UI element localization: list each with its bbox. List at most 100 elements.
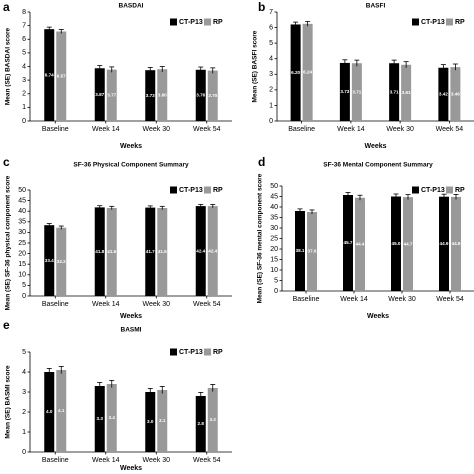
bar-ct-p13 [44,372,55,452]
y-tick-label: 45 [270,193,278,200]
bar-rp [351,63,362,121]
data-label: 41.5 [158,249,167,254]
data-label: 4.1 [58,408,65,413]
x-tick-label: Week 14 [92,126,120,133]
bar-ct-p13 [295,210,305,291]
legend-swatch [204,348,211,356]
x-tick-label: Week 30 [143,301,171,308]
x-tick-label: Week 14 [92,301,120,308]
y-tick-label: 4 [22,369,26,376]
data-label: 6.74 [45,72,54,77]
legend-swatch [412,18,419,26]
y-tick-label: 4 [22,63,26,70]
legend-label: RP [455,19,465,26]
y-tick-label: 3 [22,77,26,84]
y-tick-label: 5 [22,282,26,289]
x-tick-label: Week 54 [193,301,221,308]
bar-rp [56,227,67,296]
data-label: 6.57 [57,73,66,78]
data-label: 3.3 [97,416,104,421]
y-tick-label: 20 [270,246,278,253]
bar-ct-p13 [94,68,105,121]
bar-rp [106,208,117,296]
y-tick-label: 1 [22,104,26,111]
legend-label: RP [213,19,223,26]
bar-rp [207,206,218,296]
x-tick-label: Week 30 [388,296,416,303]
chart-title: SF-36 Mental Component Summary [323,162,433,169]
x-axis-label: Weeks [120,465,142,472]
x-tick-label: Week 14 [340,296,368,303]
data-label: 33.4 [45,258,54,263]
data-label: 3.77 [107,93,116,98]
bar-ct-p13 [195,396,206,452]
data-label: 3.46 [451,91,460,96]
bar-ct-p13 [339,62,350,121]
bar-rp [403,197,413,291]
bar-rp [157,69,168,121]
y-tick-label: 20 [18,250,26,257]
data-label: 3.71 [352,89,361,94]
bar-ct-p13 [94,386,105,452]
bar-ct-p13 [145,207,156,296]
bar-ct-p13 [438,67,449,121]
data-label: 3.73 [146,93,155,98]
bar-rp [355,197,365,291]
y-tick-label: 25 [18,240,26,247]
legend-label: CT-P13 [179,349,203,356]
x-axis-label: Weeks [120,313,142,320]
bar-ct-p13 [145,392,156,452]
bar-rp [56,370,67,452]
x-axis-label: Weeks [120,143,142,150]
bar-ct-p13 [195,69,206,121]
y-tick-label: 10 [270,267,278,274]
bar-rp [56,31,67,121]
data-label: 2.8 [198,421,205,426]
data-label: 41.5 [107,249,116,254]
y-tick-label: 5 [22,50,26,57]
data-label: 3.76 [196,93,205,98]
data-label: 3.61 [402,90,411,95]
y-axis-label: Mean (SE) BASMI score [5,365,12,439]
y-tick-label: 3 [269,71,273,78]
data-label: 45.0 [392,241,401,246]
bar-rp [307,212,317,291]
bar-ct-p13 [389,63,400,121]
chart-panel-c: c SF-36 Physical Component Summary 0 5 10 15 2… [3,155,232,320]
y-tick-label: 0 [269,118,273,125]
y-tick-label: 30 [18,229,26,236]
y-tick-label: 3 [22,389,26,396]
x-tick-label: Week 30 [143,126,171,133]
data-label: 3.71 [390,89,399,94]
legend-label: RP [455,187,465,194]
bar-rp [302,23,313,121]
panel-letter: c [3,155,10,169]
data-label: 42.4 [208,248,217,253]
y-tick-label: 15 [18,261,26,268]
chart-panel-e: e BASMI 0 1 2 3 4 5 Mean (SE) BASMI score Weeks Ba… [3,318,232,472]
y-tick-label: 35 [270,214,278,221]
data-label: 6.24 [303,70,312,75]
x-tick-label: Baseline [42,457,69,464]
x-tick-label: Week 14 [337,126,365,133]
legend-swatch [446,18,453,26]
x-tick-label: Week 54 [436,126,464,133]
x-tick-label: Week 30 [143,457,171,464]
data-label: 4.0 [46,409,53,414]
y-tick-label: 0 [22,293,26,300]
y-tick-label: 5 [22,349,26,356]
y-tick-label: 50 [18,187,26,194]
data-label: 6.20 [291,70,300,75]
legend-label: CT-P13 [421,19,445,26]
data-label: 3.80 [158,92,167,97]
bar-rp [450,67,461,121]
bar-rp [207,70,218,121]
y-tick-label: 8 [22,9,26,16]
legend-label: CT-P13 [179,187,203,194]
legend-swatch [204,18,211,26]
y-tick-label: 2 [22,91,26,98]
legend-swatch [170,18,177,26]
bar-ct-p13 [94,207,105,296]
chart-title: BASDAI [119,3,144,10]
